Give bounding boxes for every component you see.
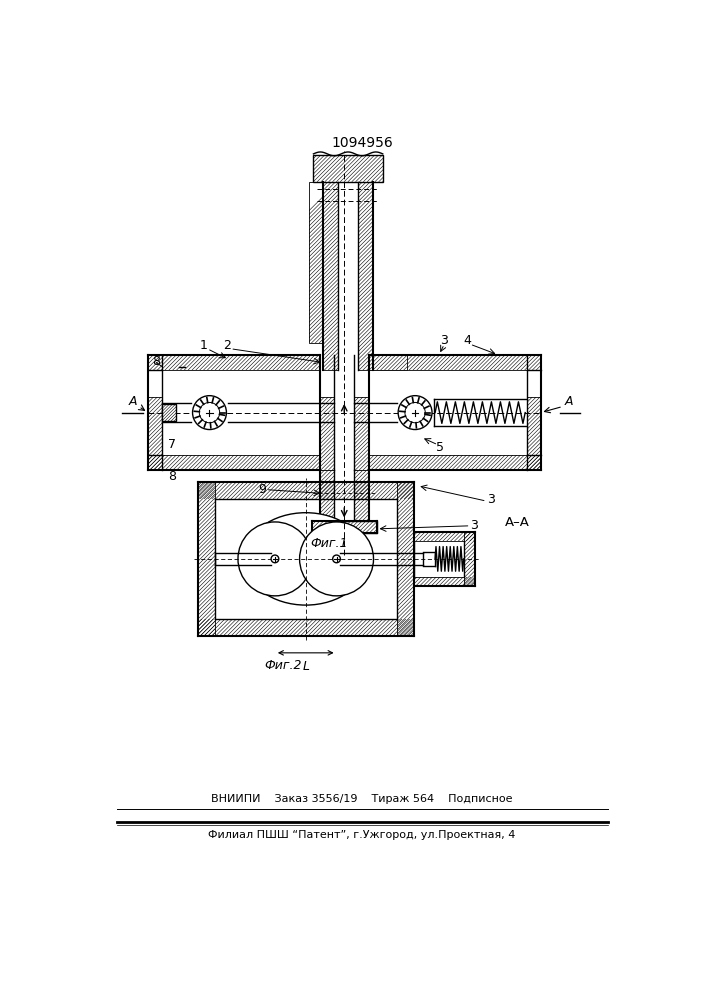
Text: A: A: [565, 395, 573, 408]
Polygon shape: [198, 482, 215, 636]
Polygon shape: [464, 532, 475, 586]
Polygon shape: [148, 355, 320, 370]
Circle shape: [405, 402, 425, 423]
Text: 3: 3: [440, 334, 448, 347]
Text: 5: 5: [436, 441, 445, 454]
Text: 4: 4: [464, 334, 472, 347]
Text: 9: 9: [259, 483, 267, 496]
Text: 8: 8: [153, 355, 160, 368]
Polygon shape: [198, 619, 414, 636]
Polygon shape: [354, 470, 369, 523]
Text: 2: 2: [223, 339, 231, 352]
Ellipse shape: [244, 513, 368, 605]
Circle shape: [271, 555, 279, 563]
Polygon shape: [527, 397, 541, 470]
Text: 3: 3: [486, 493, 494, 506]
Text: Фиг.1: Фиг.1: [310, 537, 348, 550]
Text: 3: 3: [469, 519, 477, 532]
Text: 8: 8: [168, 470, 176, 483]
Circle shape: [199, 402, 220, 423]
Circle shape: [398, 396, 432, 430]
Polygon shape: [414, 577, 475, 586]
Polygon shape: [313, 155, 382, 182]
Circle shape: [300, 522, 373, 596]
Text: L: L: [303, 660, 309, 673]
Polygon shape: [309, 182, 324, 343]
Text: A–A: A–A: [504, 516, 530, 529]
Polygon shape: [414, 532, 475, 541]
Circle shape: [192, 396, 226, 430]
Text: 1: 1: [200, 339, 208, 352]
Text: Фиг.2: Фиг.2: [264, 659, 301, 672]
Polygon shape: [369, 355, 541, 370]
Circle shape: [238, 522, 312, 596]
Polygon shape: [358, 182, 373, 370]
Polygon shape: [320, 397, 334, 470]
Polygon shape: [148, 455, 320, 470]
Polygon shape: [324, 182, 338, 370]
Polygon shape: [369, 355, 407, 370]
Circle shape: [333, 555, 340, 563]
Polygon shape: [369, 455, 541, 470]
Polygon shape: [397, 482, 414, 636]
Text: 7: 7: [168, 438, 176, 451]
Polygon shape: [148, 397, 162, 470]
Text: ВНИИПИ    Заказ 3556/19    Тираж 564    Подписное: ВНИИПИ Заказ 3556/19 Тираж 564 Подписное: [211, 794, 513, 804]
Text: Филиал ПШШ “Патент”, г.Ужгород, ул.Проектная, 4: Филиал ПШШ “Патент”, г.Ужгород, ул.Проек…: [209, 830, 515, 840]
Polygon shape: [312, 521, 378, 533]
Polygon shape: [162, 404, 175, 421]
Polygon shape: [354, 397, 369, 470]
Polygon shape: [320, 470, 334, 523]
Text: A: A: [128, 395, 136, 408]
Text: 1094956: 1094956: [331, 136, 393, 150]
Polygon shape: [198, 482, 414, 499]
